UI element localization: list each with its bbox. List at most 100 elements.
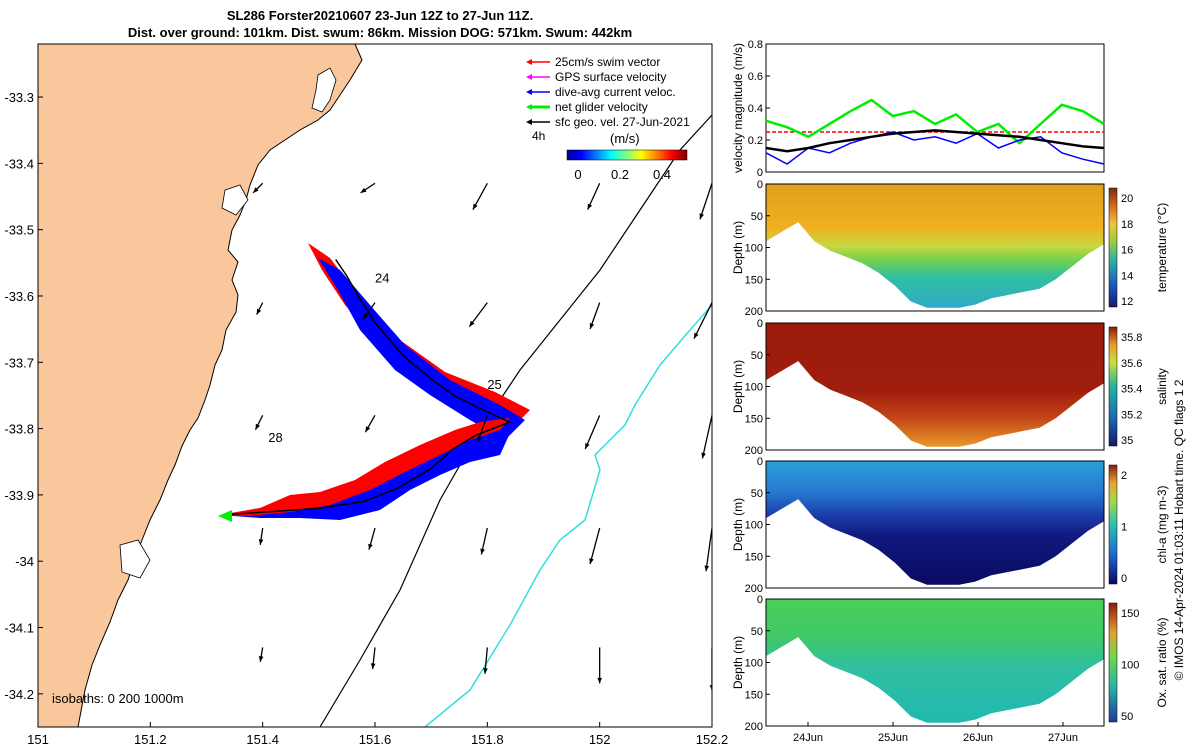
- lake-south: [119, 539, 151, 579]
- current-ribbon-north: [318, 258, 525, 440]
- surface-velocity-arrowhead: [368, 543, 373, 550]
- day-label: 28: [268, 430, 282, 445]
- legend-label: sfc geo. vel. 27-Jun-2021: [555, 115, 690, 129]
- section-colorbar: [1108, 187, 1118, 308]
- swim-vector-ribbon-south: [220, 418, 510, 516]
- velocity-tick-label: 0: [757, 167, 763, 179]
- surface-velocity-arrowhead: [704, 565, 710, 572]
- depth-tick-label: 200: [745, 306, 763, 318]
- lon-tick-label: 152.2: [696, 732, 729, 747]
- colorbar-label: temperature (°C): [1155, 203, 1169, 293]
- velocity-tick-label: 0.8: [748, 39, 763, 51]
- colorbar-tick-label: 20: [1121, 193, 1133, 205]
- colorbar-tick-label: 100: [1121, 660, 1139, 672]
- time-tick-label: 27Jun: [1048, 732, 1078, 744]
- lon-axis-ticks: 151 151.2 151.4 151.6 151.8 152 152.2: [27, 722, 728, 747]
- surface-velocity-arrow: [584, 415, 601, 450]
- surface-velocity-arrowhead: [589, 558, 594, 565]
- section-colorbar: [1108, 464, 1118, 585]
- lon-tick-label: 151.8: [471, 732, 504, 747]
- surface-velocity-arrowhead: [256, 308, 262, 315]
- lon-tick-label: 152: [589, 732, 611, 747]
- surface-velocity-arrow: [589, 527, 601, 565]
- velocity-series-geo: [765, 129, 1105, 153]
- colorbar-label: chl-a (mg m-3): [1155, 485, 1169, 563]
- lat-tick-label: -33.6: [4, 289, 34, 304]
- velocity-tick-label: 0.2: [748, 135, 763, 147]
- colorbar-tick-label: 150: [1121, 608, 1139, 620]
- colorbar-tick-label: 16: [1121, 245, 1133, 257]
- coastline-land: [38, 44, 363, 727]
- surface-velocity-arrow: [699, 183, 712, 220]
- net-velocity-arrowhead: [218, 510, 232, 522]
- lat-tick-label: -33.7: [4, 355, 34, 370]
- legend-swatch-head: [526, 119, 532, 125]
- swim-vector-ribbon-north: [308, 243, 530, 420]
- legend-duration-label: 4h: [532, 129, 545, 143]
- isobath-1000m-north: [711, 235, 712, 265]
- colorbar-tick-label: 35.6: [1121, 358, 1142, 370]
- depth-tick-label: 50: [751, 350, 763, 362]
- depth-tick-label: 150: [745, 274, 763, 286]
- surface-velocity-arrowhead: [370, 663, 376, 670]
- depth-tick-label: 100: [745, 382, 763, 394]
- section-panel-temperature: 0 50 100 150 200 Depth (m) 12 14 16 18 20 temperatu…: [731, 179, 1169, 318]
- day-labels: 24 25 28: [268, 271, 502, 445]
- depth-axis-label: Depth (m): [731, 221, 745, 274]
- depth-tick-label: 150: [745, 551, 763, 563]
- section-field: [766, 599, 1104, 723]
- velocity-ylabel: velocity magnitude (m/s): [731, 43, 745, 173]
- surface-velocity-arrowhead: [365, 426, 371, 433]
- colorbar-tick-label: 0: [574, 167, 581, 182]
- surface-velocity-arrowhead: [585, 442, 590, 449]
- depth-tick-label: 100: [745, 243, 763, 255]
- velocity-colorbar-ticks: 0 0.2 0.4: [574, 167, 671, 182]
- section-panel-chla: 0 50 100 150 200 Depth (m) 0 1 2 chl-a (mg m-3): [731, 456, 1169, 595]
- copyright-note: © IMOS 14-Apr-2024 01:03:11 Hobart time.…: [1172, 379, 1186, 680]
- legend-label: dive-avg current veloc.: [555, 85, 676, 99]
- velocity-series: [765, 98, 1105, 165]
- isobath-1000m-south: [424, 304, 712, 727]
- velocity-tick-label: 0.4: [748, 103, 763, 115]
- depth-tick-label: 50: [751, 211, 763, 223]
- section-field: [766, 323, 1104, 447]
- lat-axis-ticks: -33.3 -33.4 -33.5 -33.6 -33.7 -33.8 -33.9 -34 -3…: [4, 90, 43, 702]
- depth-tick-label: 150: [745, 413, 763, 425]
- depth-tick-label: 200: [745, 583, 763, 595]
- velocity-colorbar: [566, 149, 688, 161]
- legend-label: GPS surface velocity: [555, 70, 666, 84]
- velocity-plot-frame: [765, 43, 1105, 173]
- velocity-magnitude-panel: 0 0.2 0.4 0.6 0.8 velocity magnitude (m/s): [731, 39, 1105, 179]
- lat-tick-label: -34.2: [4, 687, 34, 702]
- time-tick-label: 24Jun: [793, 732, 823, 744]
- surface-velocity-arrowhead: [699, 213, 704, 220]
- glider-track-line: [223, 259, 512, 516]
- surface-velocity-arrowhead: [483, 668, 488, 674]
- surface-velocity-arrowhead: [258, 655, 264, 662]
- colorbar-tick-label: 35: [1121, 435, 1133, 447]
- chart-title-line2: Dist. over ground: 101km. Dist. swum: 86…: [127, 25, 633, 40]
- surface-velocity-arrowhead: [694, 332, 699, 339]
- depth-tick-label: 100: [745, 658, 763, 670]
- legend-label: 25cm/s swim vector: [555, 55, 660, 69]
- surface-velocity-arrowhead: [258, 539, 264, 545]
- surface-velocity-arrow: [693, 302, 712, 339]
- isobath-legend-label: isobaths: 0 200 1000m: [52, 691, 184, 706]
- surface-velocity-arrowhead: [360, 187, 367, 193]
- surface-velocity-arrowhead: [469, 320, 475, 327]
- isobath-200m: [319, 114, 712, 727]
- depth-tick-label: 0: [757, 456, 763, 468]
- depth-tick-label: 100: [745, 520, 763, 532]
- surface-velocity-arrow: [705, 527, 712, 572]
- surface-velocity-arrowhead: [255, 423, 261, 430]
- colorbar-tick-label: 1: [1121, 522, 1127, 534]
- depth-tick-label: 0: [757, 179, 763, 191]
- depth-tick-label: 200: [745, 721, 763, 733]
- section-field: [766, 184, 1104, 308]
- lat-tick-label: -33.5: [4, 223, 34, 238]
- colorbar-tick-label: 0.2: [611, 167, 629, 182]
- depth-axis-label: Depth (m): [731, 498, 745, 551]
- colorbar-unit-label: (m/s): [610, 131, 640, 146]
